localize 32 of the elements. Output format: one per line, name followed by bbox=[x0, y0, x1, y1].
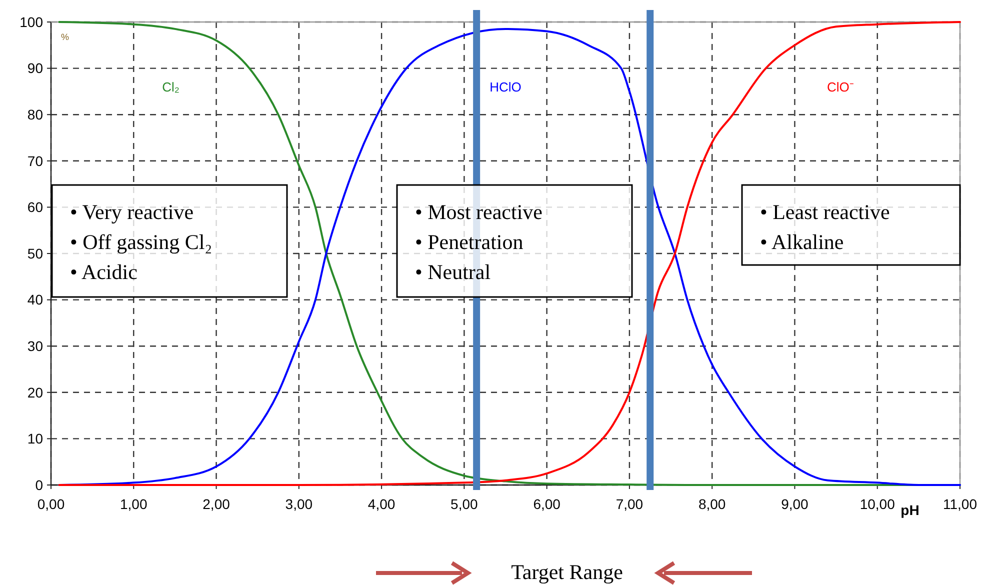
x-tick-label: 6,00 bbox=[533, 496, 561, 512]
x-tick-label: 10,00 bbox=[860, 496, 896, 512]
y-tick-label: 100 bbox=[20, 14, 44, 30]
annotation: • Least reactive • Alkaline bbox=[760, 200, 890, 254]
y-tick-label: 20 bbox=[27, 384, 44, 400]
y-axis-title: % bbox=[61, 32, 70, 42]
y-tick-label: 40 bbox=[27, 292, 44, 308]
x-tick-label: 3,00 bbox=[285, 496, 313, 512]
x-tick-label: 9,00 bbox=[781, 496, 809, 512]
annotation: • Most reactive • Penetration • Neutral bbox=[415, 200, 542, 284]
text: HClO bbox=[490, 79, 522, 94]
y-tick-label: 30 bbox=[27, 338, 44, 354]
y-tick-label: 80 bbox=[27, 106, 44, 122]
x-tick-label: 5,00 bbox=[450, 496, 478, 512]
y-tick-label: 10 bbox=[27, 430, 44, 447]
x-tick-label: 7,00 bbox=[616, 496, 644, 512]
x-tick-label: 2,00 bbox=[202, 496, 230, 512]
x-tick-label: 11,00 bbox=[943, 496, 978, 512]
annotation: • Very reactive • Off gassing Cl₂ • Acidic bbox=[70, 200, 212, 284]
y-tick-label: 0 bbox=[35, 476, 44, 493]
x-tick-label: 1,00 bbox=[120, 496, 148, 512]
text: Target Range bbox=[511, 560, 623, 584]
x-tick-label: 8,00 bbox=[698, 496, 726, 512]
y-tick-label: 50 bbox=[27, 245, 44, 262]
text: ClO⁻ bbox=[826, 79, 854, 94]
text: Cl₂ bbox=[162, 79, 180, 94]
x-axis-title: pH bbox=[900, 502, 920, 518]
y-tick-label: 90 bbox=[27, 60, 44, 76]
y-tick-label: 60 bbox=[27, 199, 44, 216]
x-tick-label: 0,00 bbox=[37, 496, 65, 512]
y-tick-label: 70 bbox=[27, 152, 44, 169]
x-tick-label: 4,00 bbox=[368, 496, 396, 512]
